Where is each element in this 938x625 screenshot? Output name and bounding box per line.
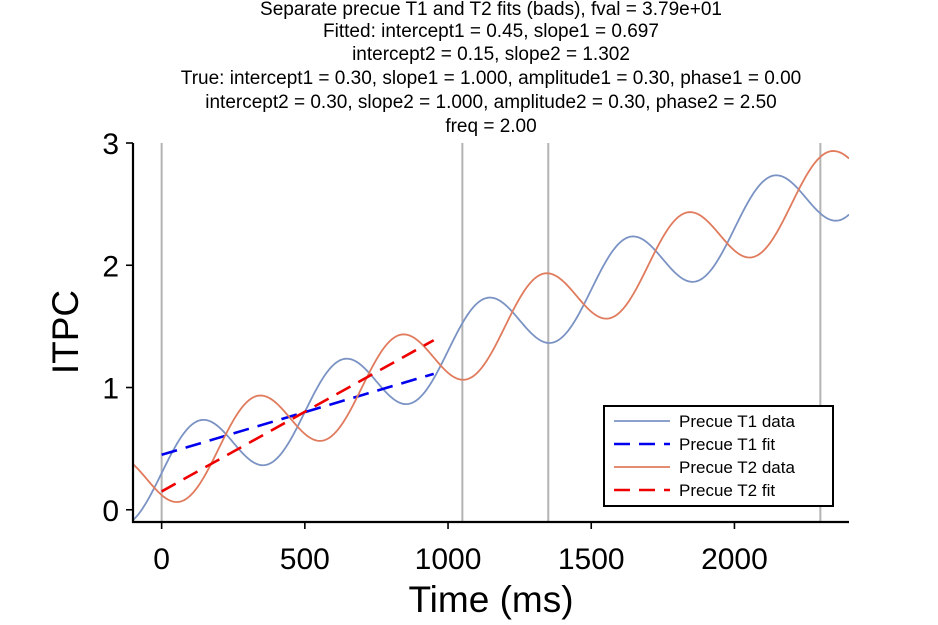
legend-label-precue-t1-fit: Precue T1 fit <box>679 435 775 454</box>
y-axis-ticks: 0 1 2 3 <box>102 128 133 528</box>
x-tick-label: 0 <box>153 543 170 576</box>
plot-area <box>133 150 849 521</box>
legend-label-precue-t1-data: Precue T1 data <box>679 412 795 431</box>
title-line-3: intercept2 = 0.15, slope2 = 1.302 <box>352 44 630 65</box>
chart-title: Separate precue T1 and T2 fits (bads), f… <box>181 0 801 137</box>
precue-t2-data-line <box>133 150 849 503</box>
legend-label-precue-t2-fit: Precue T2 fit <box>679 481 775 500</box>
x-tick-label: 2000 <box>701 543 768 576</box>
precue-t2-fit-line <box>161 339 435 493</box>
legend-label-precue-t2-data: Precue T2 data <box>679 458 795 477</box>
precue-t1-fit-line <box>161 372 435 457</box>
title-line-2: Fitted: intercept1 = 0.45, slope1 = 0.69… <box>323 21 659 42</box>
precue-t1-data-line <box>133 174 849 521</box>
y-tick-label: 2 <box>102 250 119 283</box>
x-axis-ticks: 0 500 1000 1500 2000 <box>153 522 768 576</box>
axes <box>131 143 849 524</box>
title-line-1: Separate precue T1 and T2 fits (bads), f… <box>260 0 722 20</box>
x-tick-label: 500 <box>280 543 330 576</box>
x-tick-label: 1000 <box>415 543 482 576</box>
y-tick-label: 0 <box>102 495 119 528</box>
x-axis-label: Time (ms) <box>408 579 573 620</box>
y-tick-label: 3 <box>102 128 119 161</box>
y-axis-label: ITPC <box>45 290 86 374</box>
title-line-6: freq = 2.00 <box>445 116 536 137</box>
x-tick-label: 1500 <box>558 543 625 576</box>
title-line-5: intercept2 = 0.30, slope2 = 1.000, ampli… <box>205 92 776 113</box>
y-tick-label: 1 <box>102 373 119 406</box>
legend: Precue T1 data Precue T1 fit Precue T2 dat… <box>603 405 834 507</box>
title-line-4: True: intercept1 = 0.30, slope1 = 1.000,… <box>181 68 801 89</box>
